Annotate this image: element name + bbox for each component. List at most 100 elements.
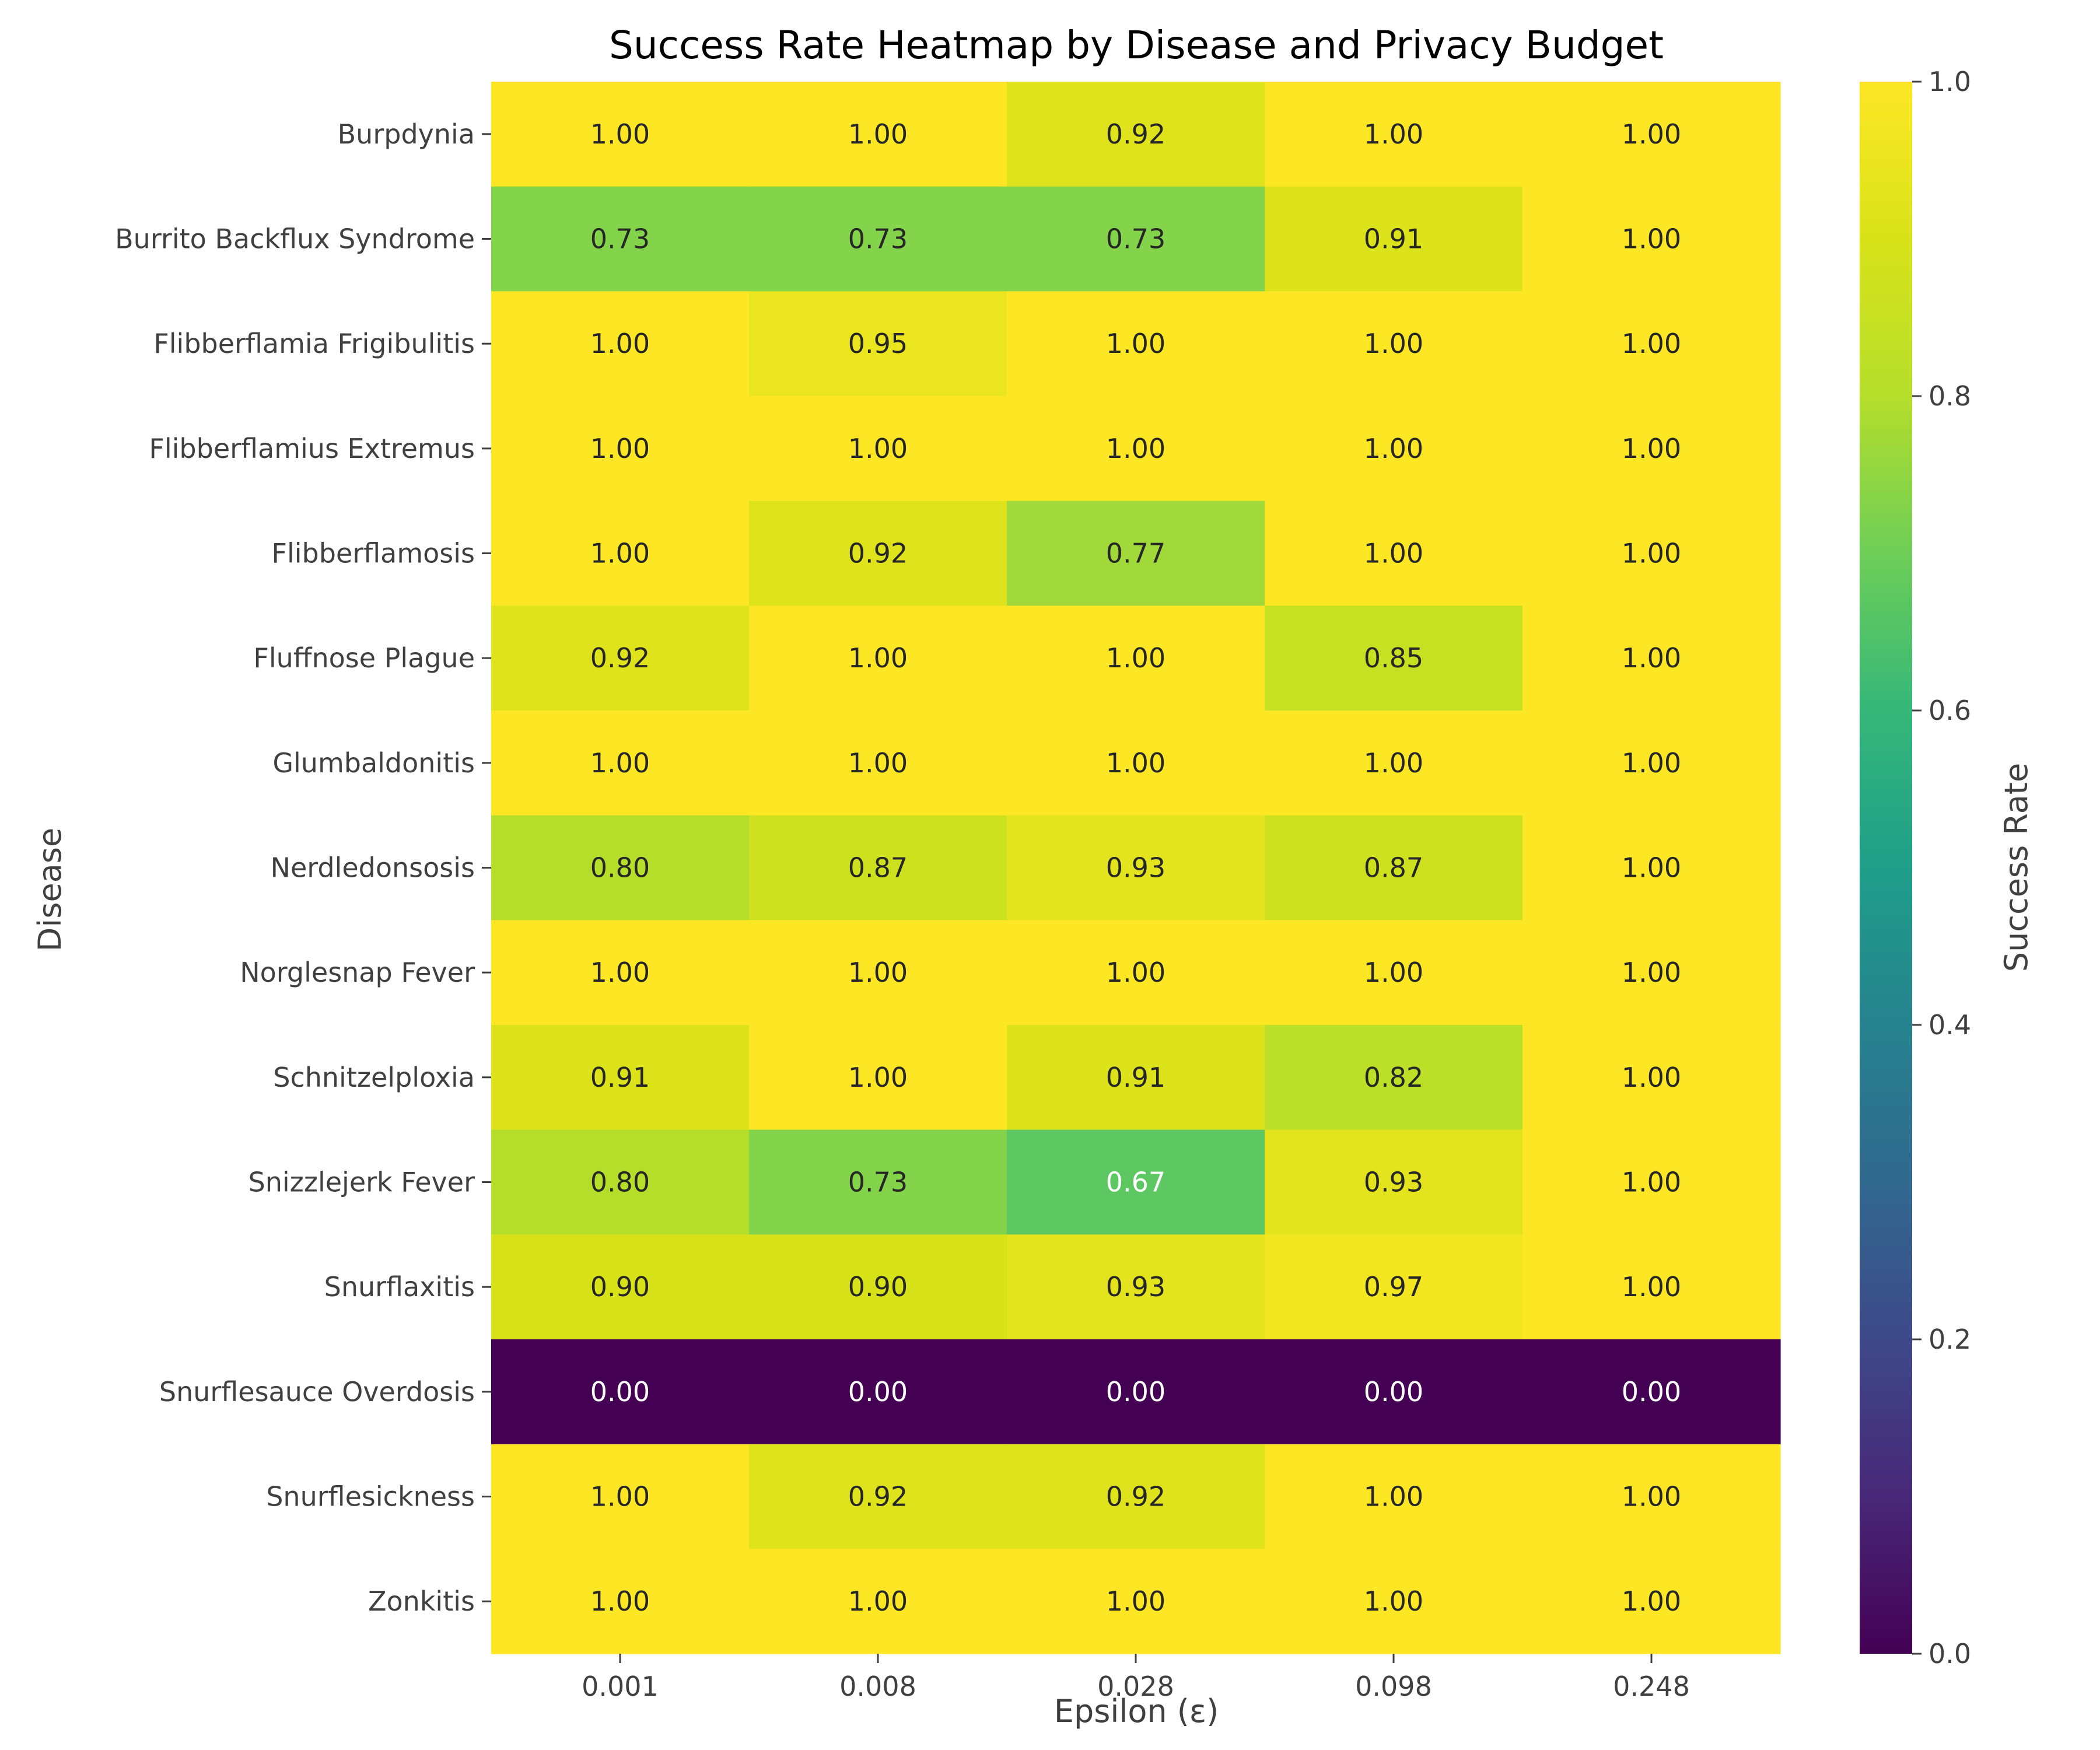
heatmap-cell	[491, 186, 750, 292]
cell-value-label: 1.00	[590, 1586, 650, 1617]
heatmap-cell	[1007, 606, 1265, 711]
y-axis-label: Disease	[32, 828, 68, 951]
heatmap-cell	[1522, 1549, 1781, 1654]
heatmap-cell	[491, 815, 750, 921]
cell-value-label: 1.00	[1106, 957, 1166, 988]
heatmap-cell-labels: 1.00 1.00 0.92 1.00 1.00 0.73 0.73 0.73 0.91 1.00…	[590, 118, 1681, 1617]
cell-value-label: 1.00	[1364, 118, 1423, 150]
cell-value-label: 1.00	[590, 957, 650, 988]
heatmap-cell	[491, 501, 750, 606]
y-tick-label: Flibberflamia Frigibulitis	[153, 328, 475, 359]
heatmap-cell	[1522, 1444, 1781, 1549]
heatmap-cell	[1522, 1025, 1781, 1130]
cell-value-label: 0.00	[848, 1376, 908, 1408]
colorbar-tick-label: 0.6	[1929, 695, 1971, 726]
heatmap-cell	[1522, 291, 1781, 397]
heatmap-cell	[491, 396, 750, 502]
x-tick-label: 0.001	[582, 1671, 659, 1702]
cell-value-label: 1.00	[590, 118, 650, 150]
cell-value-label: 1.00	[590, 747, 650, 779]
x-tick-label: 0.028	[1097, 1671, 1174, 1702]
heatmap-cell	[1007, 1129, 1265, 1235]
heatmap-cell	[749, 291, 1007, 397]
y-tick-label: Nerdledonsosis	[271, 852, 475, 884]
cell-value-label: 0.91	[1106, 1062, 1166, 1093]
cell-value-label: 1.00	[848, 642, 908, 674]
y-tick-label: Snizzlejerk Fever	[249, 1167, 475, 1198]
heatmap-cell	[1265, 396, 1523, 502]
heatmap-cell	[491, 82, 750, 187]
heatmap-cell	[1007, 1444, 1265, 1549]
y-tick-label: Flibberflamosis	[272, 538, 475, 569]
cell-value-label: 1.00	[590, 1481, 650, 1513]
heatmap-cell	[1265, 920, 1523, 1026]
heatmap-cell	[1007, 82, 1265, 187]
heatmap-cell	[749, 1444, 1007, 1549]
cell-value-label: 0.00	[1106, 1376, 1166, 1408]
y-axis-ticks: Burpdynia Burrito Backflux Syndrome Flibbe…	[115, 118, 491, 1617]
heatmap-cell	[749, 1025, 1007, 1130]
cell-value-label: 1.00	[1622, 957, 1681, 988]
heatmap-cell	[491, 1234, 750, 1340]
x-axis-label: Epsilon (ε)	[1054, 1693, 1219, 1730]
colorbar-tick-label: 0.8	[1929, 380, 1971, 412]
cell-value-label: 1.00	[1622, 223, 1681, 255]
heatmap-cell	[491, 1339, 750, 1445]
cell-value-label: 0.77	[1106, 538, 1166, 569]
cell-value-label: 1.00	[1622, 328, 1681, 359]
heatmap-cell	[749, 606, 1007, 711]
cell-value-label: 1.00	[1364, 747, 1423, 779]
heatmap-cell	[491, 1444, 750, 1549]
heatmap-cell	[1007, 291, 1265, 397]
chart-title: Success Rate Heatmap by Disease and Priv…	[609, 23, 1664, 68]
cell-value-label: 0.92	[1106, 1481, 1166, 1513]
cell-value-label: 0.92	[590, 642, 650, 674]
heatmap-cell	[1265, 1549, 1523, 1654]
heatmap-cell	[1007, 1549, 1265, 1654]
cell-value-label: 1.00	[1106, 642, 1166, 674]
cell-value-label: 0.67	[1106, 1167, 1166, 1198]
colorbar-tick-label: 1.0	[1929, 66, 1971, 97]
cell-value-label: 1.00	[1622, 1271, 1681, 1303]
y-tick-label: Glumbaldonitis	[272, 747, 475, 779]
cell-value-label: 1.00	[590, 538, 650, 569]
heatmap-cell	[1265, 1025, 1523, 1130]
heatmap-cell	[749, 1549, 1007, 1654]
cell-value-label: 1.00	[848, 433, 908, 464]
heatmap-cell	[749, 501, 1007, 606]
heatmap-cell	[749, 710, 1007, 816]
cell-value-label: 0.90	[590, 1271, 650, 1303]
cell-value-label: 0.90	[848, 1271, 908, 1303]
cell-value-label: 1.00	[1364, 1481, 1423, 1513]
cell-value-label: 1.00	[1364, 328, 1423, 359]
cell-value-label: 1.00	[1622, 747, 1681, 779]
heatmap-cell	[1007, 920, 1265, 1026]
heatmap-cell	[1007, 815, 1265, 921]
cell-value-label: 1.00	[1622, 852, 1681, 884]
y-tick-label: Snurflaxitis	[324, 1271, 475, 1303]
cell-value-label: 0.80	[590, 1167, 650, 1198]
x-tick-label: 0.098	[1355, 1671, 1432, 1702]
cell-value-label: 0.73	[848, 223, 908, 255]
heatmap-cell	[1522, 1339, 1781, 1445]
heatmap-cell	[1265, 1339, 1523, 1445]
heatmap-cell	[1265, 606, 1523, 711]
heatmap-cell	[1265, 501, 1523, 606]
heatmap-cell	[1007, 396, 1265, 502]
cell-value-label: 0.00	[1622, 1376, 1681, 1408]
cell-value-label: 1.00	[1622, 642, 1681, 674]
heatmap-cell	[1007, 1025, 1265, 1130]
cell-value-label: 1.00	[1622, 1481, 1681, 1513]
cell-value-label: 1.00	[848, 1586, 908, 1617]
heatmap-cell	[1265, 82, 1523, 187]
heatmap-cell	[1007, 710, 1265, 816]
cell-value-label: 1.00	[1622, 118, 1681, 150]
cell-value-label: 0.93	[1364, 1167, 1423, 1198]
cell-value-label: 1.00	[1106, 433, 1166, 464]
heatmap-cell	[1265, 1129, 1523, 1235]
cell-value-label: 1.00	[848, 118, 908, 150]
heatmap-cell	[1522, 606, 1781, 711]
cell-value-label: 1.00	[1622, 1167, 1681, 1198]
y-tick-label: Fluffnose Plague	[253, 642, 475, 674]
